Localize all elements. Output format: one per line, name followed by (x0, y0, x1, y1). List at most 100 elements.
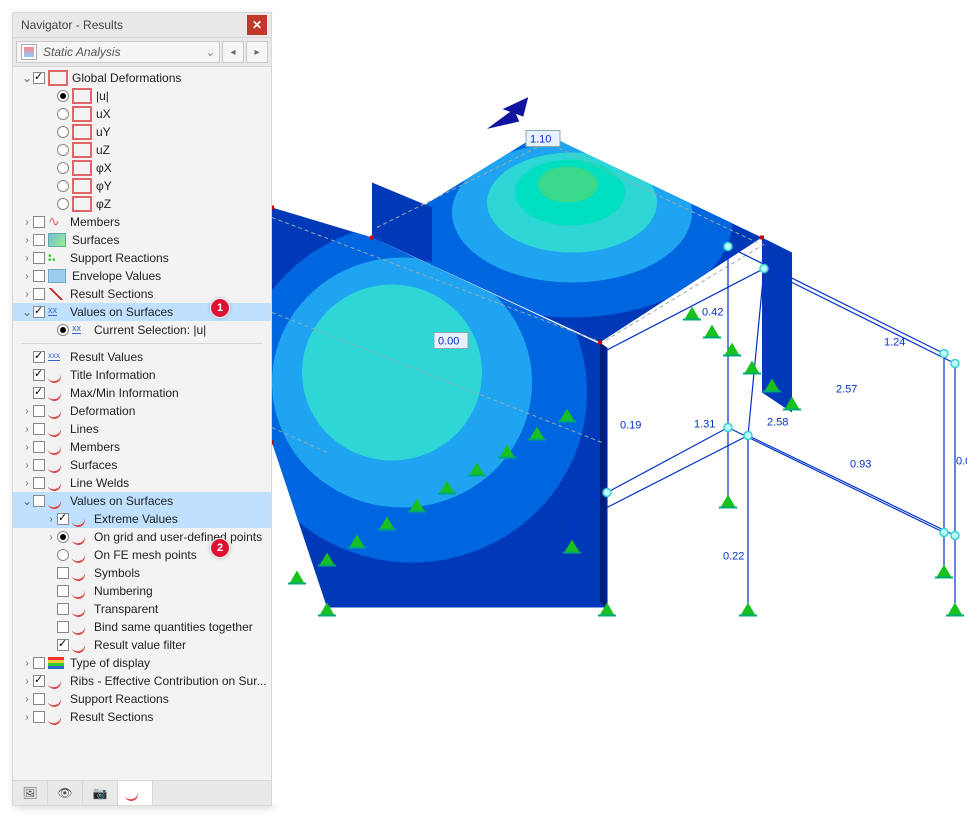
tree-radio[interactable] (57, 324, 69, 336)
tab-results-icon[interactable] (118, 781, 153, 805)
tab-eye-icon[interactable]: 👁 (48, 781, 83, 805)
tree-row[interactable]: Max/Min Information (13, 384, 271, 402)
tree-row[interactable]: Result value filter (13, 636, 271, 654)
tree-row[interactable]: uX (13, 105, 271, 123)
tree-row[interactable]: Deformation (13, 402, 271, 420)
expand-arrow-icon[interactable] (21, 676, 33, 687)
tree-row[interactable]: φX (13, 159, 271, 177)
tree-row[interactable]: Global Deformations (13, 69, 271, 87)
expand-arrow-icon[interactable] (21, 271, 33, 282)
tree-row[interactable]: uZ (13, 141, 271, 159)
tree-checkbox[interactable] (57, 621, 69, 633)
tab-image-icon[interactable]: 🖼 (13, 781, 48, 805)
tree-row[interactable]: Result Sections (13, 708, 271, 726)
tree-row[interactable]: On grid and user-defined points (13, 528, 271, 546)
tree-row[interactable]: Numbering (13, 582, 271, 600)
expand-arrow-icon[interactable] (21, 424, 33, 435)
tree-checkbox[interactable] (33, 441, 45, 453)
expand-arrow-icon[interactable] (21, 694, 33, 705)
tree-radio[interactable] (57, 180, 69, 192)
tree-checkbox[interactable] (33, 495, 45, 507)
tree-checkbox[interactable] (33, 72, 45, 84)
expand-arrow-icon[interactable] (21, 442, 33, 453)
tree-row[interactable]: Support Reactions (13, 690, 271, 708)
model-viewport[interactable]: 0.422.571.240.191.312.580.930.220.09 1.1… (272, 12, 967, 805)
tree-row[interactable]: Type of display (13, 654, 271, 672)
expand-arrow-icon[interactable] (21, 307, 33, 317)
tree-row[interactable]: Bind same quantities together (13, 618, 271, 636)
expand-arrow-icon[interactable] (45, 532, 57, 543)
tree-row[interactable]: Extreme Values (13, 510, 271, 528)
expand-arrow-icon[interactable] (21, 235, 33, 246)
expand-arrow-icon[interactable] (21, 496, 33, 506)
tree-row[interactable]: Current Selection: |u| (13, 321, 271, 339)
expand-arrow-icon[interactable] (45, 514, 57, 525)
tree-checkbox[interactable] (33, 477, 45, 489)
tree-checkbox[interactable] (57, 639, 69, 651)
tree-row[interactable]: Members (13, 213, 271, 231)
tree-row[interactable]: Members (13, 438, 271, 456)
expand-arrow-icon[interactable] (21, 253, 33, 264)
tree-checkbox[interactable] (33, 657, 45, 669)
tree-row[interactable]: Line Welds (13, 474, 271, 492)
tree-radio[interactable] (57, 90, 69, 102)
tree-checkbox[interactable] (57, 567, 69, 579)
tree-checkbox[interactable] (33, 351, 45, 363)
tree-checkbox[interactable] (33, 459, 45, 471)
tree-radio[interactable] (57, 162, 69, 174)
tree-radio[interactable] (57, 108, 69, 120)
tree-checkbox[interactable] (33, 387, 45, 399)
expand-arrow-icon[interactable] (21, 73, 33, 83)
expand-arrow-icon[interactable] (21, 712, 33, 723)
tree-checkbox[interactable] (33, 252, 45, 264)
tree-row[interactable]: Symbols (13, 564, 271, 582)
expand-arrow-icon[interactable] (21, 460, 33, 471)
tree-row[interactable]: Values on Surfaces (13, 303, 271, 321)
expand-arrow-icon[interactable] (21, 478, 33, 489)
tree-row[interactable]: Title Information (13, 366, 271, 384)
tree-radio[interactable] (57, 531, 69, 543)
tree-row[interactable]: Ribs - Effective Contribution on Sur... (13, 672, 271, 690)
nav-prev-button[interactable]: ◂ (222, 41, 244, 63)
tree-checkbox[interactable] (33, 216, 45, 228)
analysis-dropdown[interactable]: Static Analysis ⌄ (16, 41, 220, 63)
tree-row[interactable]: |u| (13, 87, 271, 105)
tree-checkbox[interactable] (33, 270, 45, 282)
tree-checkbox[interactable] (57, 585, 69, 597)
tree-radio[interactable] (57, 198, 69, 210)
tree-checkbox[interactable] (33, 423, 45, 435)
tree-checkbox[interactable] (33, 693, 45, 705)
tree-row[interactable]: Values on Surfaces (13, 492, 271, 510)
tree-checkbox[interactable] (57, 513, 69, 525)
tree-checkbox[interactable] (33, 288, 45, 300)
tree-radio[interactable] (57, 126, 69, 138)
tree-row[interactable]: Surfaces (13, 231, 271, 249)
tree-checkbox[interactable] (33, 405, 45, 417)
tree-checkbox[interactable] (57, 603, 69, 615)
expand-arrow-icon[interactable] (21, 658, 33, 669)
tab-camera-icon[interactable]: 📷 (83, 781, 118, 805)
tree-radio[interactable] (57, 144, 69, 156)
tree-checkbox[interactable] (33, 711, 45, 723)
tree-row[interactable]: Lines (13, 420, 271, 438)
tree-row[interactable]: Envelope Values (13, 267, 271, 285)
close-icon[interactable]: ✕ (247, 15, 267, 35)
tree-row[interactable]: φZ (13, 195, 271, 213)
expand-arrow-icon[interactable] (21, 406, 33, 417)
tree-checkbox[interactable] (33, 234, 45, 246)
expand-arrow-icon[interactable] (21, 289, 33, 300)
tree-row[interactable]: Transparent (13, 600, 271, 618)
tree-checkbox[interactable] (33, 306, 45, 318)
tree-checkbox[interactable] (33, 675, 45, 687)
nav-next-button[interactable]: ▸ (246, 41, 268, 63)
tree-row[interactable]: uY (13, 123, 271, 141)
tree-row[interactable]: φY (13, 177, 271, 195)
tree-row[interactable]: On FE mesh points (13, 546, 271, 564)
tree-radio[interactable] (57, 549, 69, 561)
tree-checkbox[interactable] (33, 369, 45, 381)
tree-row[interactable]: Result Values (13, 348, 271, 366)
tree-row[interactable]: Result Sections (13, 285, 271, 303)
tree-row[interactable]: Surfaces (13, 456, 271, 474)
tree-row[interactable]: Support Reactions (13, 249, 271, 267)
expand-arrow-icon[interactable] (21, 217, 33, 228)
